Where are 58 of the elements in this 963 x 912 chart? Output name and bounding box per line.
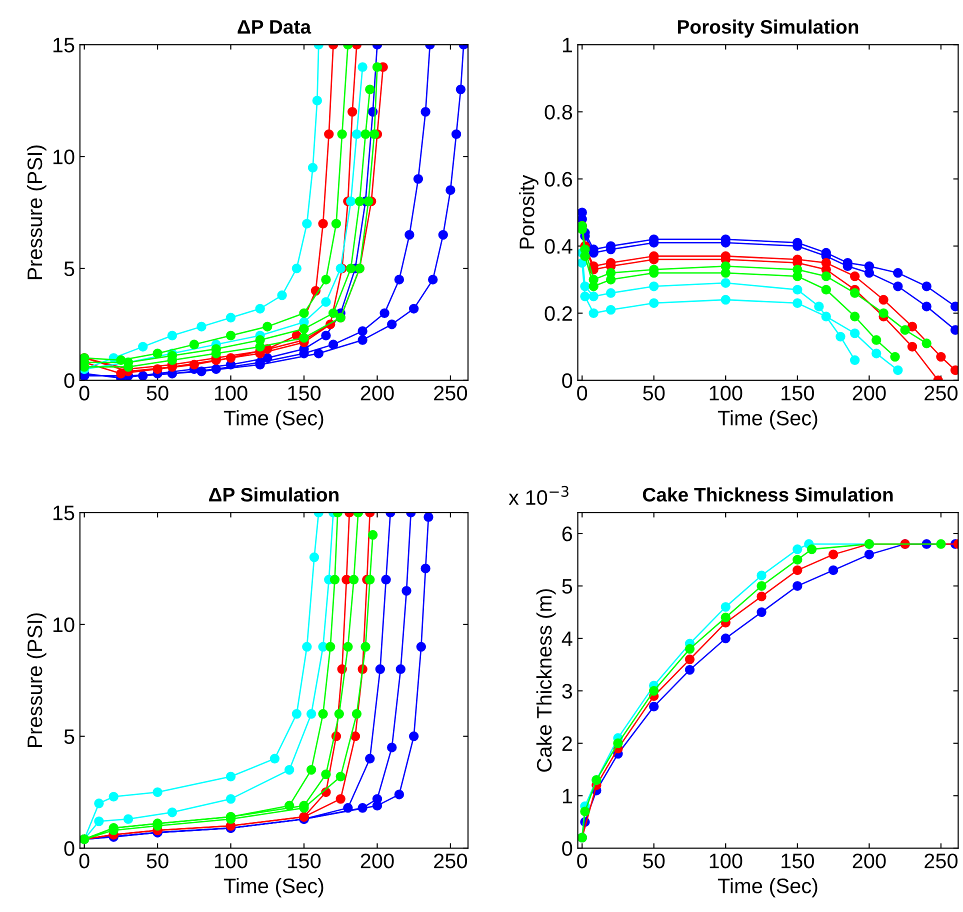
y-tick-label: 15 — [53, 506, 74, 520]
y-tick-label: 0.8 — [544, 104, 572, 120]
x-tick-label: 0 — [79, 854, 90, 868]
chart-title: Porosity Simulation — [678, 19, 858, 38]
x-tick-label: 50 — [643, 854, 665, 868]
x-tick-label: 50 — [146, 386, 168, 400]
y-tick-label: 0 — [64, 841, 74, 856]
chart-title: ΔP Data — [238, 20, 312, 34]
x-tick-label: 250 — [434, 854, 468, 868]
x-axis-title: Time (Sec) — [718, 410, 818, 430]
x-tick-label: 50 — [146, 854, 168, 868]
y-tick-label: 4 — [562, 632, 572, 646]
x-tick-label: 50 — [643, 386, 665, 400]
x-tick-label: 150 — [288, 386, 321, 400]
y-tick-label: 1 — [562, 788, 572, 804]
x-tick-label: 200 — [360, 386, 394, 400]
x-tick-label: 200 — [360, 854, 394, 868]
y-tick-label: 1 — [562, 38, 572, 52]
y-tick-label: 3 — [562, 684, 572, 699]
y-tick-label: 5 — [562, 579, 572, 594]
y-tick-label: 0.6 — [544, 172, 572, 187]
x-tick-label: 100 — [710, 386, 742, 400]
y-tick-label: 5 — [64, 262, 74, 276]
y-tick-label: 5 — [64, 730, 74, 744]
x-tick-label: 150 — [782, 386, 814, 400]
x-axis-title: Time (Sec) — [224, 410, 324, 430]
y-axis-title: Cake Thickness (m) — [536, 589, 556, 772]
x-tick-label: 0 — [577, 386, 588, 400]
text: x 10$^{−3}$ — [508, 486, 568, 505]
y-tick-label: 0.4 — [544, 239, 572, 254]
x-axis-title: Time (Sec) — [718, 878, 818, 898]
y-axis-title: Pressure (PSI) — [26, 613, 46, 747]
y-tick-label: 10 — [53, 150, 74, 164]
y-axis-title: Pressure (PSI) — [26, 145, 46, 280]
x-tick-label: 200 — [852, 854, 886, 868]
y-tick-label: 15 — [53, 38, 74, 52]
y-tick-label: 6 — [562, 526, 572, 542]
x-tick-label: 0 — [79, 386, 90, 400]
x-tick-label: 250 — [924, 854, 958, 868]
y-tick-label: 10 — [53, 617, 74, 632]
x-tick-label: 250 — [434, 386, 468, 400]
y-tick-label: 0 — [64, 373, 74, 388]
x-tick-label: 100 — [710, 854, 742, 868]
x-axis-title: Time (Sec) — [224, 878, 324, 898]
y-axis-title: Porosity — [519, 174, 538, 248]
x-tick-label: 150 — [288, 854, 321, 868]
x-tick-label: 150 — [782, 854, 814, 868]
y-tick-label: 2 — [562, 736, 572, 751]
chart-title: Cake Thickness Simulation — [642, 487, 893, 502]
y-tick-label: 0 — [562, 373, 572, 388]
chart-title: ΔP Simulation — [209, 487, 338, 502]
y-tick-label: 0.2 — [544, 306, 572, 321]
x-tick-label: 200 — [852, 386, 886, 400]
x-tick-label: 250 — [924, 386, 958, 400]
x-tick-label: 0 — [577, 854, 588, 868]
x-tick-label: 100 — [214, 854, 248, 868]
x-tick-label: 100 — [214, 386, 248, 400]
y-tick-label: 0 — [562, 841, 572, 856]
